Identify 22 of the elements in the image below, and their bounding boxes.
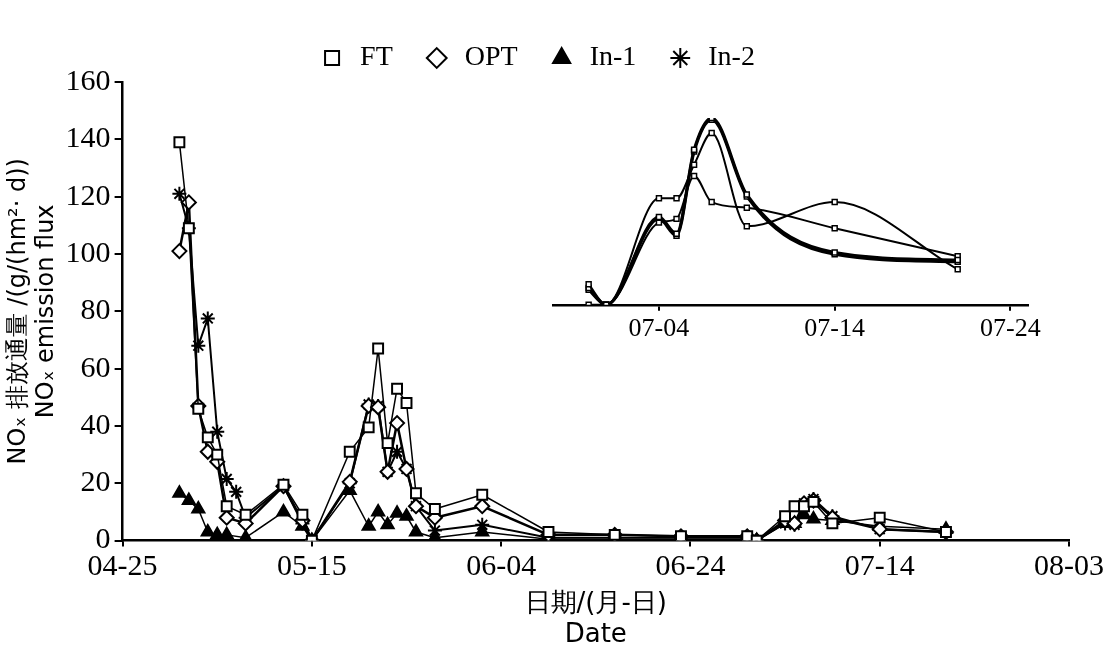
y-tick-label: 80 bbox=[80, 292, 111, 326]
x-tick-label: 08-03 bbox=[1034, 548, 1104, 582]
x-tick-label: 07-14 bbox=[844, 548, 915, 582]
y-axis-title: NOₓ 排放通量 /(g/(hm²· d)) NOₓ emission flux bbox=[2, 158, 60, 465]
x-tick-label: 07-04 bbox=[628, 313, 690, 343]
x-tick-label: 07-14 bbox=[804, 313, 866, 343]
x-axis-title: 日期/(月-日) Date bbox=[524, 586, 668, 649]
y-tick-label: 100 bbox=[65, 234, 111, 268]
x-tick-label: 06-24 bbox=[655, 548, 726, 582]
x-tick-label: 07-24 bbox=[980, 313, 1041, 343]
x-tick-label: 06-04 bbox=[466, 548, 537, 582]
legend-label: In-2 bbox=[708, 40, 755, 72]
legend-label: In-1 bbox=[589, 40, 637, 72]
y-tick-label: 160 bbox=[65, 62, 111, 96]
y-tick-label: 120 bbox=[65, 177, 111, 211]
x-tick-label: 05-15 bbox=[276, 548, 347, 582]
y-tick-label: 60 bbox=[80, 349, 111, 383]
y-tick-label: 20 bbox=[80, 464, 111, 498]
legend-label: FT bbox=[360, 40, 393, 72]
y-tick-label: 40 bbox=[80, 406, 111, 440]
y-tick-label: 140 bbox=[65, 120, 111, 154]
legend-label: OPT bbox=[464, 40, 518, 72]
